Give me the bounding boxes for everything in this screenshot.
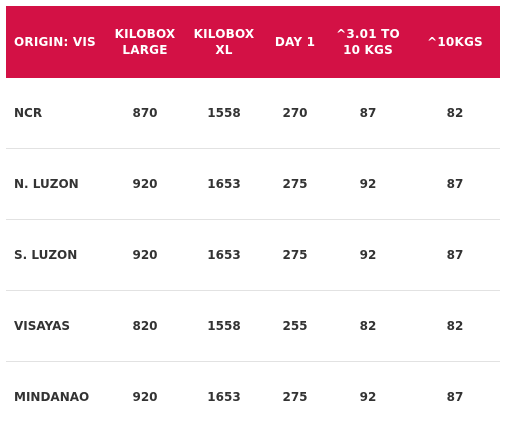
kilobox-xl-cell: 1558 [184, 78, 264, 149]
kilobox-large-cell: 920 [106, 362, 184, 432]
header-3-to-10-kgs: ^3.01 TO 10 KGS [326, 6, 410, 78]
table-row: N. LUZON 920 1653 275 92 87 [6, 149, 500, 220]
3-to-10-kgs-cell: 87 [326, 78, 410, 149]
3-to-10-kgs-cell: 92 [326, 220, 410, 291]
10kgs-cell: 82 [410, 291, 500, 362]
day1-cell: 275 [264, 362, 326, 432]
header-kilobox-xl-line1: KILOBOX [194, 27, 255, 41]
table-body: NCR 870 1558 270 87 82 N. LUZON 920 1653… [6, 78, 500, 432]
origin-cell: VISAYAS [6, 291, 106, 362]
origin-cell: N. LUZON [6, 149, 106, 220]
kilobox-xl-cell: 1558 [184, 291, 264, 362]
header-kilobox-xl-line2: XL [215, 43, 232, 57]
header-kilobox-large: KILOBOX LARGE [106, 6, 184, 78]
header-kilobox-large-line2: LARGE [122, 43, 167, 57]
day1-cell: 275 [264, 220, 326, 291]
header-day1-label: DAY 1 [275, 35, 315, 49]
kilobox-large-cell: 870 [106, 78, 184, 149]
table-row: S. LUZON 920 1653 275 92 87 [6, 220, 500, 291]
kilobox-large-cell: 920 [106, 220, 184, 291]
header-3-to-10-kgs-line1: ^3.01 TO [336, 27, 400, 41]
header-kilobox-xl: KILOBOX XL [184, 6, 264, 78]
table-row: MINDANAO 920 1653 275 92 87 [6, 362, 500, 432]
header-10kgs-label: ^10KGS [427, 35, 483, 49]
kilobox-large-cell: 820 [106, 291, 184, 362]
10kgs-cell: 82 [410, 78, 500, 149]
day1-cell: 270 [264, 78, 326, 149]
10kgs-cell: 87 [410, 362, 500, 432]
3-to-10-kgs-cell: 82 [326, 291, 410, 362]
header-10kgs: ^10KGS [410, 6, 500, 78]
header-kilobox-large-line1: KILOBOX [115, 27, 176, 41]
origin-cell: MINDANAO [6, 362, 106, 432]
header-origin-label: ORIGIN: VIS [14, 35, 96, 49]
kilobox-xl-cell: 1653 [184, 220, 264, 291]
10kgs-cell: 87 [410, 220, 500, 291]
10kgs-cell: 87 [410, 149, 500, 220]
header-day1: DAY 1 [264, 6, 326, 78]
day1-cell: 255 [264, 291, 326, 362]
table-header: ORIGIN: VIS KILOBOX LARGE KILOBOX XL DAY… [6, 6, 500, 78]
origin-cell: S. LUZON [6, 220, 106, 291]
kilobox-xl-cell: 1653 [184, 149, 264, 220]
table-row: VISAYAS 820 1558 255 82 82 [6, 291, 500, 362]
kilobox-xl-cell: 1653 [184, 362, 264, 432]
shipping-rate-table: ORIGIN: VIS KILOBOX LARGE KILOBOX XL DAY… [6, 6, 500, 432]
origin-cell: NCR [6, 78, 106, 149]
3-to-10-kgs-cell: 92 [326, 149, 410, 220]
header-3-to-10-kgs-line2: 10 KGS [343, 43, 393, 57]
header-row: ORIGIN: VIS KILOBOX LARGE KILOBOX XL DAY… [6, 6, 500, 78]
3-to-10-kgs-cell: 92 [326, 362, 410, 432]
table-row: NCR 870 1558 270 87 82 [6, 78, 500, 149]
kilobox-large-cell: 920 [106, 149, 184, 220]
header-origin: ORIGIN: VIS [6, 6, 106, 78]
day1-cell: 275 [264, 149, 326, 220]
